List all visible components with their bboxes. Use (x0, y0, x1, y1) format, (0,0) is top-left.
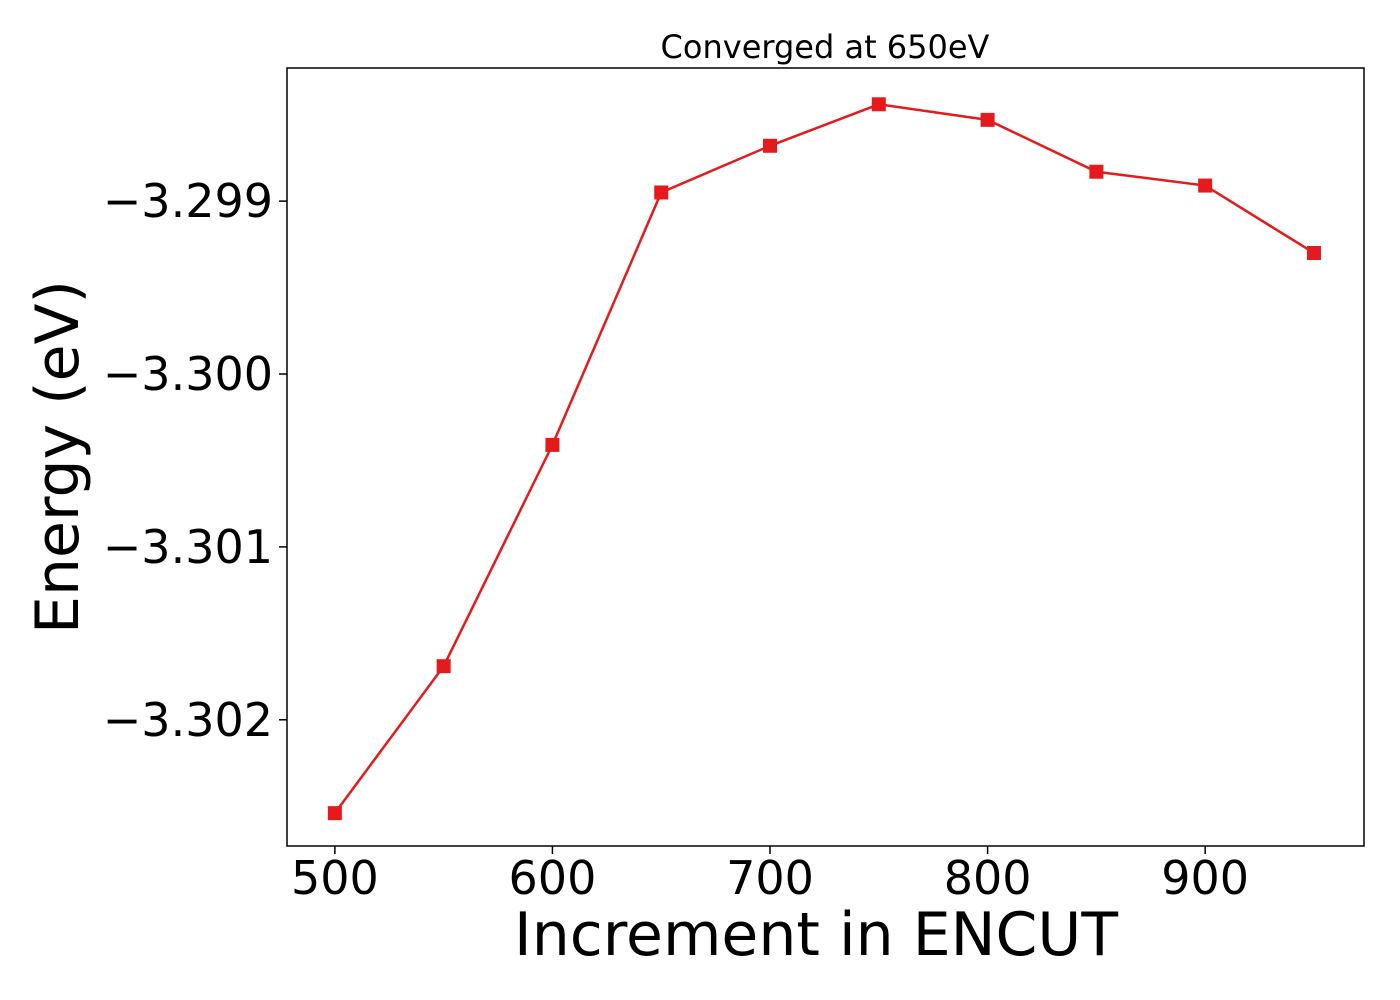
data-point (1198, 178, 1213, 193)
x-axis: 500 600 700 800 900 (291, 846, 1249, 905)
data-point (763, 138, 778, 153)
plot-area (327, 97, 1321, 821)
chart-title: Converged at 650eV (661, 28, 990, 66)
y-tick-label: −3.301 (103, 520, 273, 574)
data-point (980, 112, 995, 127)
series-line (333, 103, 1315, 814)
y-tick-label: −3.299 (103, 174, 273, 228)
x-tick-label: 700 (726, 851, 814, 905)
y-axis-label: Energy (eV) (23, 280, 93, 634)
x-tick-label: 900 (1161, 851, 1249, 905)
data-point (327, 806, 342, 821)
data-point (436, 659, 451, 674)
x-tick-label: 600 (509, 851, 597, 905)
y-tick-label: −3.302 (103, 693, 273, 747)
x-tick-label: 500 (291, 851, 379, 905)
data-point (545, 437, 560, 452)
data-point (654, 185, 669, 200)
axes-frame (286, 67, 1365, 847)
y-tick-label: −3.300 (103, 347, 273, 401)
x-tick-label: 800 (944, 851, 1032, 905)
x-axis-label: Increment in ENCUT (514, 900, 1118, 970)
data-point (871, 97, 886, 112)
y-axis: −3.299 −3.300 −3.301 −3.302 (103, 174, 287, 747)
data-point (1089, 164, 1104, 179)
data-point (1306, 245, 1321, 260)
